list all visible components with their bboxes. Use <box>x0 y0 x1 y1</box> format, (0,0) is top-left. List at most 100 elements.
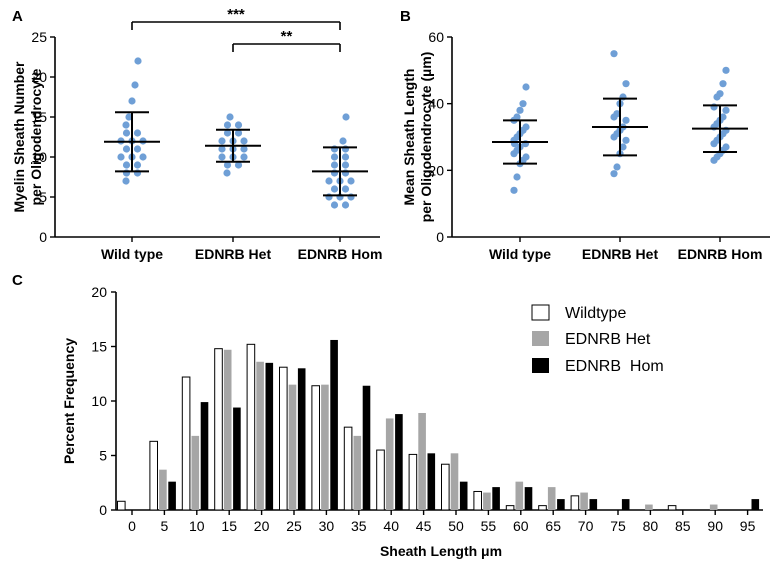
panel-c-y-title-text: Percent Frequency <box>61 338 77 464</box>
panel-c-bar-wildtype <box>473 490 482 511</box>
panel-a-data-point <box>234 121 243 129</box>
panel-a-data-point <box>125 113 133 121</box>
panel-c-bar-wildtype <box>667 505 677 511</box>
panel-b-data-point <box>622 116 630 124</box>
panel-c-x-tick-label: 65 <box>545 518 561 534</box>
panel-b-data-point <box>716 90 724 98</box>
panel-a-data-point <box>134 57 142 65</box>
panel-c-bar-het <box>418 412 426 510</box>
panel-b-category-label: Wild type <box>489 246 551 262</box>
panel-c-bar-het <box>515 481 524 510</box>
panel-b-data-point <box>510 186 518 194</box>
panel-c-x-tick-label: 80 <box>643 518 659 534</box>
panel-c-bar-het <box>256 361 264 510</box>
panel-b-y-title: Mean Sheath Length per Oligodendrocyte (… <box>401 52 434 223</box>
panel-c-x-title: Sheath Length μm <box>380 543 502 559</box>
panel-b-data-point <box>522 83 530 91</box>
legend-label-wildtype: Wildtype <box>565 305 626 322</box>
panel-c-bar-wildtype <box>311 385 320 511</box>
panel-c-y-tick-label: 15 <box>91 339 107 355</box>
panel-c-bar-hom <box>557 499 565 510</box>
panel-c-bar-wildtype <box>279 366 288 511</box>
panel-a-y-tick-label: 20 <box>31 69 47 85</box>
panel-c-bar-hom <box>297 368 306 510</box>
panel-c-bar-het <box>288 384 297 510</box>
panel-c-x-tick-label: 50 <box>448 518 464 534</box>
panel-c-bar-het <box>191 435 200 510</box>
panel-c-y-tick-label: 0 <box>99 502 107 518</box>
panel-a-data-point <box>223 161 232 169</box>
panel-a-data-point <box>240 137 248 145</box>
panel-b-data-point <box>719 113 727 121</box>
panel-c-bar-wildtype <box>246 343 256 511</box>
panel-a-data-point <box>330 153 339 161</box>
panel-a-category-label: EDNRB Het <box>195 246 272 262</box>
panel-c-y-tick-label: 10 <box>91 393 107 409</box>
panel-c-bar-hom <box>589 499 598 510</box>
panel-a-data-point <box>122 129 131 137</box>
panel-c-bar-hom <box>233 407 241 510</box>
panel-a-data-point <box>330 185 339 193</box>
panel-c-bar-hom <box>395 414 403 510</box>
panel-b-y-tick-label: 20 <box>428 162 444 178</box>
panel-c-x-tick-label: 20 <box>254 518 270 534</box>
panel-b-data-point <box>613 163 621 171</box>
panel-b-data-point <box>522 153 530 161</box>
panel-b-data-point <box>610 170 618 178</box>
panel-a-data-point <box>347 177 355 185</box>
panel-a-data-point <box>128 97 136 105</box>
panel-c-bar-hom <box>621 499 630 510</box>
panel-b-data-point <box>722 66 730 74</box>
panel-c-x-tick-label: 90 <box>707 518 723 534</box>
panel-b-category-label: EDNRB Het <box>582 246 659 262</box>
panel-a-y-title: Myelin Sheath Number per Oligodendrocyte <box>11 61 44 212</box>
panel-a-data-point <box>223 129 232 137</box>
panel-c-x-tick-label: 10 <box>189 518 205 534</box>
panel-c-bar-wildtype <box>408 453 418 511</box>
panel-a-data-point <box>133 129 142 137</box>
panel-a-data-point <box>223 169 231 177</box>
panel-a-data-point <box>341 185 350 193</box>
panel-label-a: A <box>12 8 23 25</box>
panel-b-data-point <box>610 50 618 58</box>
panel-c-bar-wildtype <box>376 449 385 511</box>
panel-c-bar-hom <box>459 481 468 510</box>
panel-c-bar-hom <box>427 453 436 510</box>
panel-c-bar-hom <box>524 487 533 510</box>
panel-c-x-tick-label: 35 <box>351 518 367 534</box>
legend: Wildtype EDNRB Het EDNRB Hom <box>531 304 664 375</box>
panel-c-bar-het <box>709 504 718 510</box>
panel-c-bar-het <box>159 469 167 510</box>
panel-a-y-tick-label: 0 <box>39 229 47 245</box>
panel-c-bar-het <box>223 349 232 510</box>
panel-a-data-point <box>133 145 142 153</box>
panel-c-bar-het <box>547 487 556 510</box>
panel-c-x-tick-label: 45 <box>416 518 432 534</box>
panel-a-data-point <box>139 153 147 161</box>
panel-a-data-point <box>226 113 234 121</box>
panel-b-plot: 0 20 40 60 Wild type EDNRB Het EDNRB Hom <box>428 29 770 262</box>
panel-c-y-tick-label: 5 <box>99 448 107 464</box>
panel-c-bar-wildtype <box>570 495 580 511</box>
panel-c-x-tick-label: 60 <box>513 518 529 534</box>
panel-a-category-label: EDNRB Hom <box>298 246 383 262</box>
panel-a-y-tick-label: 5 <box>39 189 47 205</box>
panel-c-x-tick-label: 15 <box>221 518 237 534</box>
panel-c-y-tick-label: 20 <box>91 284 107 300</box>
panel-c-bar-wildtype <box>441 463 450 511</box>
panel-a-y-tick-label: 15 <box>31 109 47 125</box>
panel-a-data-point <box>218 153 226 161</box>
legend-label-het: EDNRB Het <box>565 331 651 348</box>
panel-a-data-point <box>342 113 350 121</box>
panel-c-bar-het <box>483 492 491 510</box>
panel-b-data-point <box>722 106 730 114</box>
panel-label-b: B <box>400 8 411 25</box>
panel-a-data-point <box>330 161 339 169</box>
panel-b-data-point <box>622 80 630 88</box>
panel-c-x-tick-label: 40 <box>383 518 399 534</box>
panel-a-data-point <box>341 201 350 209</box>
panel-a-sig-label: ** <box>281 28 293 45</box>
panel-a-data-point <box>218 137 226 145</box>
